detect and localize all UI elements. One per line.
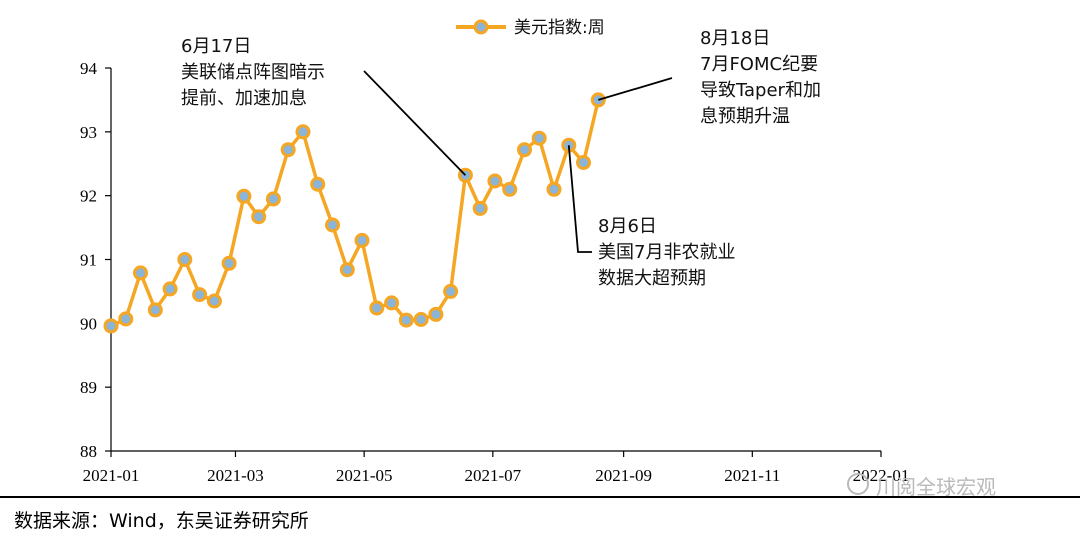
x-tick-label: 2021-01 — [83, 466, 140, 485]
data-point — [354, 232, 370, 248]
annotation-leader — [363, 70, 467, 176]
watermark-label: 川阅全球宏观 — [876, 475, 996, 499]
data-point — [384, 295, 400, 311]
data-point — [133, 265, 148, 281]
wechat-icon — [847, 473, 869, 495]
data-point — [265, 191, 281, 207]
annotation-line: 美国7月非农就业 — [598, 242, 735, 263]
annotation-line: 7月FOMC纪要 — [700, 54, 818, 75]
annotation-line: 8月18日 — [700, 28, 770, 49]
dollar-index-chart: 88 89 90 91 92 93 94 2021-01 2021-03 2021-05 2021-… — [80, 18, 996, 499]
data-point — [487, 173, 503, 189]
x-tick-label: 2021-11 — [724, 466, 780, 485]
y-tick-label: 94 — [80, 59, 98, 78]
y-tick-label: 88 — [80, 442, 97, 461]
data-point — [162, 281, 178, 297]
annotation-leader — [598, 77, 673, 101]
data-point — [428, 306, 444, 322]
legend: 美元指数:周 — [456, 18, 605, 38]
data-point — [103, 318, 119, 334]
annotation-line: 8月6日 — [598, 216, 657, 237]
data-point — [339, 262, 355, 278]
data-point — [118, 311, 134, 327]
data-point — [576, 155, 591, 170]
data-point — [398, 312, 414, 328]
annotation-line: 6月17日 — [181, 36, 251, 57]
data-point — [206, 293, 222, 309]
series-line — [110, 99, 601, 328]
x-tick-label: 2021-05 — [336, 466, 393, 485]
data-point — [502, 181, 518, 197]
data-point — [531, 130, 547, 146]
data-point — [295, 124, 311, 140]
data-point — [221, 255, 237, 271]
y-tick-label: 91 — [80, 251, 97, 270]
data-point — [251, 209, 267, 225]
y-tick-label: 90 — [80, 314, 97, 333]
y-tick-label: 93 — [80, 123, 97, 142]
data-point — [325, 217, 340, 233]
data-point — [310, 176, 326, 192]
data-point — [280, 142, 296, 158]
data-point — [192, 287, 208, 303]
data-point — [517, 142, 532, 158]
legend-marker — [473, 19, 489, 35]
data-source-note: 数据来源：Wind，东吴证券研究所 — [14, 510, 309, 532]
annotation-line: 息预期升温 — [700, 106, 790, 127]
annotation-line: 美联储点阵图暗示 — [181, 62, 325, 83]
annotation-line: 提前、加速加息 — [181, 88, 307, 109]
data-point — [236, 188, 252, 204]
watermark: 川阅全球宏观 — [847, 473, 996, 499]
footer-rule — [0, 496, 1080, 498]
x-tick-label: 2021-09 — [595, 466, 652, 485]
y-tick-label: 92 — [80, 187, 97, 206]
legend-label: 美元指数:周 — [514, 18, 605, 38]
data-point — [590, 92, 606, 108]
x-tick-label: 2021-03 — [207, 466, 264, 485]
data-point — [413, 312, 429, 327]
data-point — [369, 300, 385, 316]
series-layer — [103, 92, 606, 334]
data-point — [472, 200, 488, 216]
data-point — [546, 181, 562, 197]
data-point — [177, 252, 193, 267]
annotation-leader — [567, 145, 592, 253]
annotation-line: 数据大超预期 — [598, 268, 706, 289]
y-tick-label: 89 — [80, 378, 97, 397]
data-point — [443, 283, 459, 299]
data-point — [147, 302, 163, 318]
annotation-line: 导致Taper和加 — [700, 80, 821, 101]
x-tick-label: 2021-07 — [464, 466, 521, 485]
